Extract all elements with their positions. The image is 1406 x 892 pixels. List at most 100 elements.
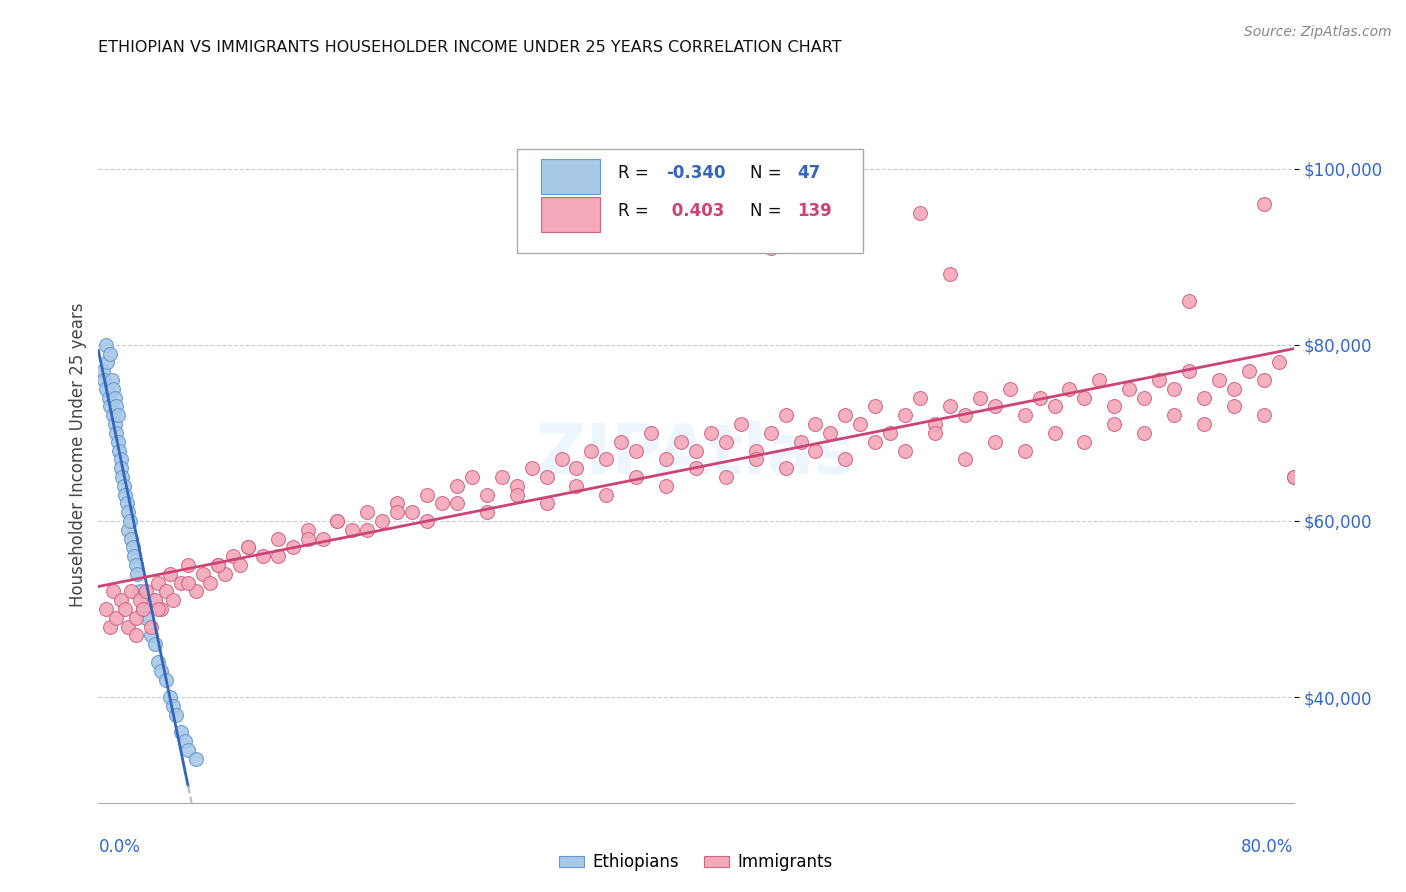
Point bbox=[104, 391, 127, 405]
Point bbox=[169, 725, 191, 739]
Point bbox=[1178, 364, 1201, 378]
Point bbox=[863, 400, 886, 414]
Point bbox=[565, 461, 588, 475]
Point bbox=[401, 505, 423, 519]
Point bbox=[105, 611, 128, 625]
Point bbox=[939, 268, 962, 282]
Point bbox=[120, 584, 142, 599]
Point bbox=[110, 593, 132, 607]
Point bbox=[430, 496, 453, 510]
Text: 0.403: 0.403 bbox=[666, 202, 724, 220]
Point bbox=[953, 452, 976, 467]
Point bbox=[108, 443, 131, 458]
Point bbox=[595, 452, 617, 467]
Point bbox=[1163, 382, 1185, 396]
Point bbox=[1282, 470, 1305, 484]
Point bbox=[1192, 391, 1215, 405]
Point bbox=[342, 523, 364, 537]
Point bbox=[1147, 373, 1170, 387]
Point bbox=[184, 752, 207, 766]
Point bbox=[685, 443, 707, 458]
Point bbox=[730, 417, 752, 431]
Text: 139: 139 bbox=[797, 202, 832, 220]
Point bbox=[371, 514, 394, 528]
Point bbox=[214, 566, 236, 581]
Point bbox=[1222, 382, 1246, 396]
Point bbox=[1222, 400, 1246, 414]
Point bbox=[103, 584, 125, 599]
Point bbox=[1073, 391, 1095, 405]
Point bbox=[98, 400, 122, 414]
Point bbox=[155, 673, 177, 687]
Point bbox=[1102, 400, 1125, 414]
Text: -0.340: -0.340 bbox=[666, 164, 725, 182]
FancyBboxPatch shape bbox=[540, 197, 600, 232]
Point bbox=[685, 461, 707, 475]
Point bbox=[953, 409, 976, 423]
Point bbox=[117, 505, 139, 519]
Point bbox=[1192, 417, 1215, 431]
Point bbox=[115, 496, 138, 510]
Point bbox=[236, 541, 259, 555]
Point bbox=[191, 566, 214, 581]
Point bbox=[894, 409, 917, 423]
Point bbox=[908, 391, 931, 405]
Point bbox=[222, 549, 245, 564]
Point bbox=[1208, 373, 1230, 387]
Point bbox=[714, 434, 737, 449]
Point bbox=[745, 443, 768, 458]
Point bbox=[267, 549, 290, 564]
Point bbox=[1133, 425, 1156, 440]
Point bbox=[98, 620, 122, 634]
Point bbox=[132, 602, 155, 616]
Point bbox=[1014, 409, 1036, 423]
Point bbox=[924, 417, 946, 431]
Point bbox=[1237, 364, 1260, 378]
Point bbox=[939, 400, 962, 414]
Text: ZIPAtlas: ZIPAtlas bbox=[536, 421, 856, 489]
Point bbox=[775, 409, 797, 423]
Point bbox=[105, 425, 128, 440]
Point bbox=[177, 743, 200, 757]
Point bbox=[506, 487, 529, 501]
Point bbox=[506, 479, 529, 493]
Point bbox=[125, 611, 148, 625]
Point bbox=[595, 487, 617, 501]
Point bbox=[114, 602, 136, 616]
Point bbox=[132, 602, 155, 616]
Point bbox=[789, 434, 811, 449]
Text: 0.0%: 0.0% bbox=[98, 838, 141, 856]
Point bbox=[894, 443, 917, 458]
Point bbox=[581, 443, 603, 458]
Point bbox=[110, 452, 132, 467]
Point bbox=[1043, 400, 1066, 414]
Point bbox=[124, 549, 146, 564]
Point bbox=[1059, 382, 1081, 396]
Point bbox=[326, 514, 349, 528]
Point bbox=[207, 558, 229, 572]
Point bbox=[834, 409, 856, 423]
Point bbox=[655, 452, 678, 467]
Point bbox=[1253, 197, 1275, 211]
Point bbox=[150, 602, 173, 616]
Point bbox=[135, 584, 157, 599]
Point bbox=[655, 479, 678, 493]
Point bbox=[416, 514, 439, 528]
Point bbox=[849, 417, 872, 431]
Point bbox=[125, 628, 148, 642]
Point bbox=[98, 346, 122, 360]
Point bbox=[169, 575, 191, 590]
Point bbox=[207, 558, 229, 572]
Point bbox=[1102, 417, 1125, 431]
Point bbox=[924, 425, 946, 440]
Point bbox=[162, 698, 184, 713]
Point bbox=[1253, 409, 1275, 423]
Point bbox=[1088, 373, 1111, 387]
Point bbox=[148, 655, 170, 669]
Point bbox=[550, 452, 572, 467]
Point bbox=[139, 620, 162, 634]
Point bbox=[1073, 434, 1095, 449]
Point bbox=[103, 409, 125, 423]
Legend: Ethiopians, Immigrants: Ethiopians, Immigrants bbox=[553, 847, 839, 878]
Point bbox=[1267, 355, 1289, 369]
